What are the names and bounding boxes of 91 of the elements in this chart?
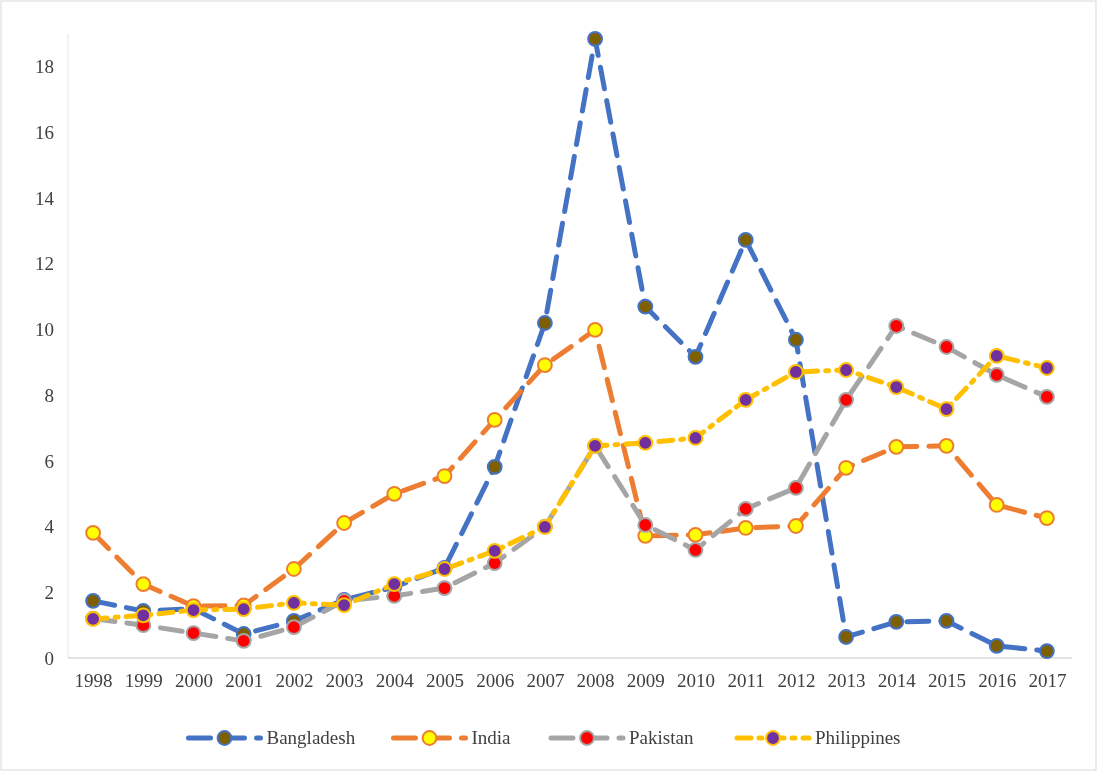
point: [838, 362, 855, 378]
point: [687, 542, 704, 558]
point: [436, 468, 453, 484]
point: [787, 364, 804, 380]
x-tick-label: 2016: [978, 670, 1017, 692]
point: [285, 619, 302, 636]
point: [386, 485, 403, 502]
x-tick-label: 2015: [928, 670, 966, 692]
x-tick-label: 2002: [275, 670, 314, 692]
legend-label: Pakistan: [629, 727, 694, 748]
point: [988, 497, 1005, 513]
x-tick-label: 1998: [74, 670, 113, 692]
x-tick-label: 2006: [476, 670, 515, 692]
y-tick-label: 10: [35, 319, 54, 341]
point: [587, 322, 604, 338]
point: [135, 607, 152, 624]
point: [436, 580, 453, 596]
point: [637, 298, 654, 315]
point: [85, 592, 102, 609]
point: [185, 625, 202, 641]
point: [838, 629, 855, 645]
point: [235, 601, 252, 617]
point: [336, 515, 353, 531]
x-tick-label: 2017: [1028, 670, 1067, 692]
point: [687, 430, 704, 446]
x-tick-label: 2008: [576, 670, 615, 692]
point: [637, 517, 654, 533]
point: [135, 576, 152, 592]
point: [486, 412, 503, 428]
legend-label: India: [471, 727, 512, 748]
y-tick-label: 6: [44, 450, 54, 472]
point: [587, 31, 604, 47]
point: [737, 520, 754, 536]
point: [988, 367, 1005, 383]
point: [787, 331, 804, 348]
legend-label: Bangladesh: [266, 727, 356, 748]
legend-label: Philippines: [815, 727, 901, 748]
y-tick-label: 16: [35, 122, 54, 144]
y-tick-label: 18: [35, 56, 54, 78]
point: [938, 612, 955, 629]
x-tick-label: 1999: [124, 670, 163, 692]
point: [1038, 360, 1055, 376]
x-tick-label: 2010: [677, 670, 715, 692]
point: [285, 561, 302, 577]
point: [888, 318, 905, 334]
point: [737, 391, 754, 408]
point: [988, 637, 1005, 654]
y-tick-label: 2: [44, 581, 54, 603]
point: [737, 501, 754, 517]
x-tick-label: 2005: [426, 670, 464, 692]
x-tick-label: 2000: [175, 670, 213, 692]
point: [687, 348, 704, 365]
point: [85, 524, 102, 541]
point: [988, 347, 1005, 364]
x-tick-label: 2012: [777, 670, 816, 692]
x-tick-label: 2009: [626, 670, 665, 692]
point: [687, 526, 704, 543]
point: [336, 597, 353, 614]
y-tick-label: 8: [44, 384, 54, 406]
point: [787, 479, 804, 496]
x-tick-label: 2001: [225, 670, 264, 692]
point: [486, 543, 503, 559]
x-tick-label: 2014: [877, 670, 917, 692]
point: [536, 357, 553, 373]
point: [938, 437, 955, 454]
point: [1038, 389, 1055, 405]
point: [1038, 643, 1055, 659]
y-tick-label: 4: [44, 516, 55, 538]
point: [737, 232, 754, 248]
point: [938, 401, 955, 417]
x-tick-label: 2011: [727, 670, 765, 692]
point: [1038, 510, 1055, 526]
point: [787, 518, 804, 534]
point: [486, 458, 503, 475]
x-tick-label: 2013: [827, 670, 866, 692]
point: [888, 613, 905, 630]
x-tick-label: 2007: [526, 670, 565, 692]
point: [285, 594, 302, 611]
x-tick-label: 2003: [325, 670, 364, 692]
y-tick-label: 14: [35, 187, 55, 209]
point: [888, 438, 905, 455]
point: [235, 633, 252, 649]
y-tick-label: 0: [44, 647, 54, 669]
point: [838, 391, 855, 408]
point: [888, 379, 905, 395]
point: [938, 339, 955, 355]
point: [536, 315, 553, 331]
point: [637, 434, 654, 451]
x-tick-label: 2004: [375, 670, 415, 692]
y-tick-label: 12: [35, 253, 54, 275]
point: [838, 459, 855, 476]
